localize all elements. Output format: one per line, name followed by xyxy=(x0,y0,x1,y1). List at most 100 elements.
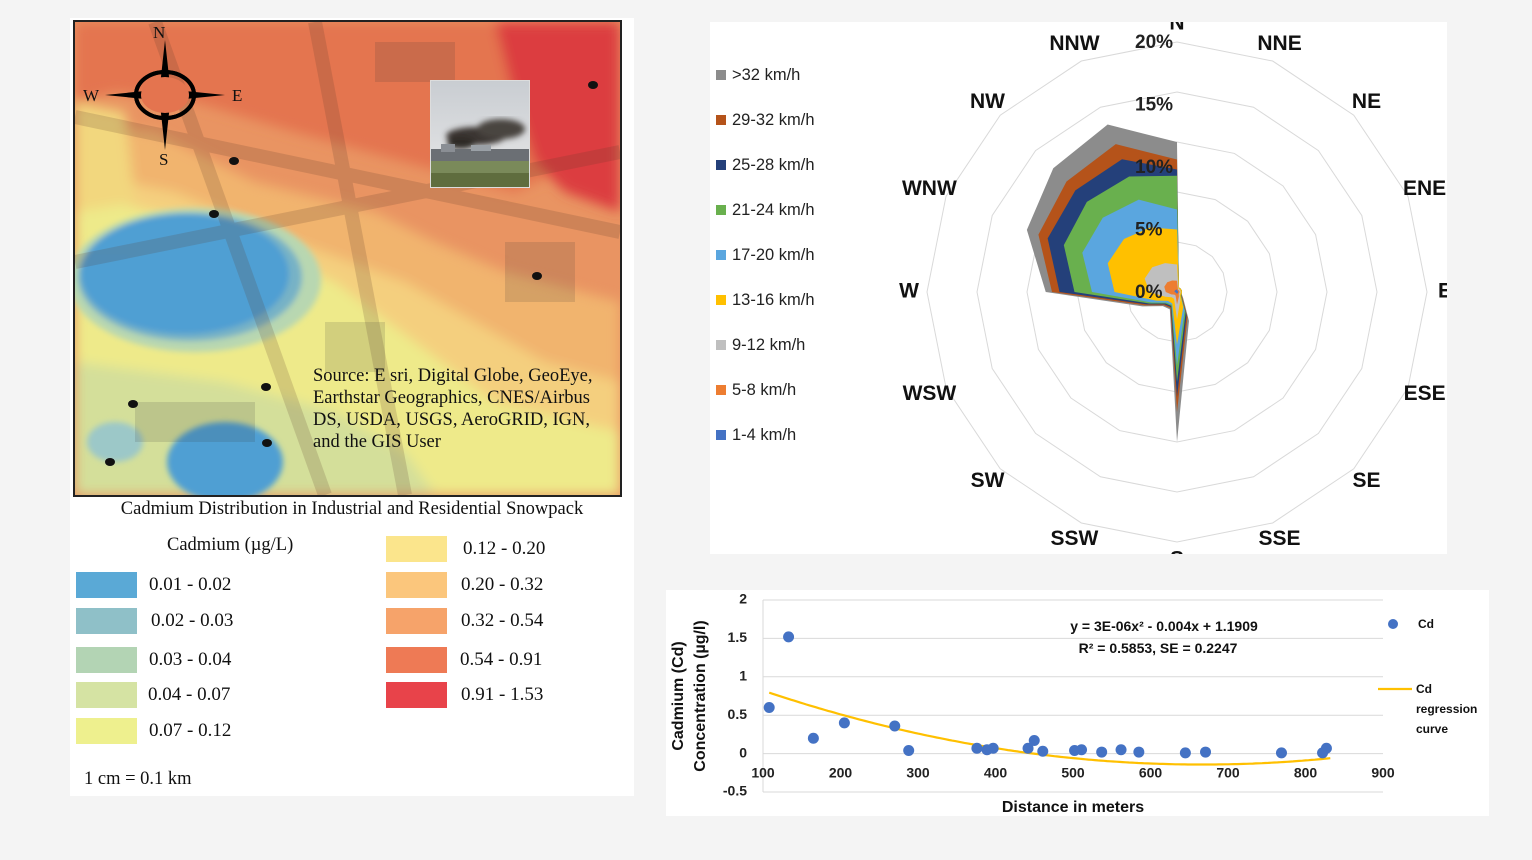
y-tick-label: 1.5 xyxy=(728,629,748,645)
wind-series-area xyxy=(1174,289,1179,295)
legend-label: 0.20 - 0.32 xyxy=(461,574,544,595)
compass-icon xyxy=(105,40,225,150)
industrial-smoke-photo xyxy=(430,80,530,188)
x-axis-title: Distance in meters xyxy=(1002,799,1144,816)
data-point xyxy=(987,742,999,754)
legend-swatch xyxy=(386,608,447,634)
sampling-points xyxy=(105,81,598,466)
wind-legend-label: >32 km/h xyxy=(732,66,801,84)
data-point xyxy=(1275,747,1287,759)
direction-label: WSW xyxy=(903,382,957,405)
data-point xyxy=(1115,744,1127,756)
wind-series-area xyxy=(1107,227,1184,345)
wind-legend-swatch xyxy=(716,295,726,305)
direction-label: ENE xyxy=(1403,177,1446,200)
data-point xyxy=(807,732,819,744)
legend-label: 0.91 - 1.53 xyxy=(461,684,544,705)
legend-label: 0.32 - 0.54 xyxy=(461,610,544,631)
regression-curve xyxy=(768,691,1331,766)
direction-label: S xyxy=(1170,548,1184,554)
direction-label: WNW xyxy=(902,177,957,200)
regression-equation: y = 3E-06x² - 0.004x + 1.1909 xyxy=(1070,618,1258,634)
grid-ring xyxy=(976,91,1378,493)
map-scale: 1 cm = 0.1 km xyxy=(84,769,192,789)
cadmium-map[interactable]: N E S W xyxy=(73,20,622,497)
data-point xyxy=(838,717,850,729)
y-tick-label: 1 xyxy=(739,668,747,684)
wind-rose-panel: >32 km/h 29-32 km/h 25-28 km/h 21-24 km/h 17… xyxy=(710,22,1447,554)
direction-label: W xyxy=(899,280,919,303)
data-point xyxy=(971,742,983,754)
wind-legend-label: 21-24 km/h xyxy=(732,201,815,219)
wind-legend-label: 29-32 km/h xyxy=(732,111,815,129)
x-tick-label: 600 xyxy=(1139,765,1163,781)
legend-title: Cadmium (µg/L) xyxy=(167,535,294,555)
radial-tick-label: 15% xyxy=(1135,95,1173,116)
wind-legend-label: 5-8 km/h xyxy=(732,381,797,399)
wind-legend-swatch xyxy=(716,160,726,170)
data-point xyxy=(1179,747,1191,759)
wind-legend-label: 25-28 km/h xyxy=(732,156,815,174)
legend-label: 0.02 - 0.03 xyxy=(151,610,234,631)
direction-label: N xyxy=(1169,22,1184,35)
compass-south-label: S xyxy=(159,150,169,169)
data-point xyxy=(1096,746,1108,758)
legend-curve-label: curve xyxy=(1416,722,1448,736)
direction-label: E xyxy=(1438,280,1447,303)
regression-chart: -0.5 0 0.5 1 1.5 2 100 200 300 400 500 600 700 800 900… xyxy=(670,591,1477,816)
legend-swatch xyxy=(386,536,447,562)
radial-tick-label: 0% xyxy=(1135,282,1163,303)
wind-legend-swatch xyxy=(716,70,726,80)
x-tick-label: 200 xyxy=(829,765,853,781)
x-tick-label: 400 xyxy=(984,765,1008,781)
wind-legend-label: 17-20 km/h xyxy=(732,246,815,264)
direction-label: ESE xyxy=(1404,382,1446,405)
wind-rose-chart: 0% 5% 10% 15% 20%N NNE NE ENE E ESE SE SSE S SSW SW WSW… xyxy=(899,22,1447,554)
wind-series-area xyxy=(1164,280,1180,305)
legend-swatch xyxy=(76,682,137,708)
compass-west-label: W xyxy=(83,86,100,105)
x-tick-label: 800 xyxy=(1294,765,1318,781)
wind-legend-swatch xyxy=(716,250,726,260)
map-title: Cadmium Distribution in Industrial and R… xyxy=(120,499,584,519)
y-axis-title: Concentration (µg/l) xyxy=(692,620,709,771)
regression-panel: -0.5 0 0.5 1 1.5 2 100 200 300 400 500 600 700 800 900… xyxy=(666,590,1489,816)
legend-label: 0.04 - 0.07 xyxy=(148,684,231,705)
legend-swatch xyxy=(76,647,137,673)
legend-swatch xyxy=(386,682,447,708)
regression-r2: R² = 0.5853, SE = 0.2247 xyxy=(1079,640,1238,656)
legend-label: 0.12 - 0.20 xyxy=(463,538,546,559)
grid-ring xyxy=(926,41,1428,543)
direction-label: SW xyxy=(971,469,1005,492)
legend-swatch xyxy=(76,572,137,598)
legend-point-marker xyxy=(1388,619,1398,629)
legend-curve-label: Cd xyxy=(1416,682,1432,696)
data-point xyxy=(1200,746,1212,758)
data-point xyxy=(1133,746,1145,758)
wind-legend-label: 9-12 km/h xyxy=(732,336,806,354)
x-tick-label: 100 xyxy=(751,765,775,781)
direction-label: NW xyxy=(970,90,1005,113)
compass-east-label: E xyxy=(232,86,243,105)
wind-legend-swatch xyxy=(716,340,726,350)
y-tick-label: 0 xyxy=(739,744,747,760)
legend-label: 0.54 - 0.91 xyxy=(460,649,543,670)
compass-north-label: N xyxy=(153,23,166,42)
radial-tick-label: 10% xyxy=(1135,157,1173,178)
data-point xyxy=(903,745,915,757)
data-point xyxy=(783,631,795,643)
y-tick-label: 0.5 xyxy=(728,706,748,722)
direction-label: NNE xyxy=(1257,32,1301,55)
x-tick-label: 900 xyxy=(1371,765,1395,781)
direction-label: SSW xyxy=(1051,527,1099,550)
radial-tick-label: 5% xyxy=(1135,220,1163,241)
wind-legend-swatch xyxy=(716,430,726,440)
data-point xyxy=(889,720,901,732)
data-point xyxy=(1028,735,1040,747)
legend-label: 0.01 - 0.02 xyxy=(149,574,232,595)
direction-label: NE xyxy=(1352,90,1381,113)
wind-legend-label: 13-16 km/h xyxy=(732,291,815,309)
data-point xyxy=(1022,742,1034,754)
data-point xyxy=(1037,745,1049,757)
data-point xyxy=(1320,742,1332,754)
